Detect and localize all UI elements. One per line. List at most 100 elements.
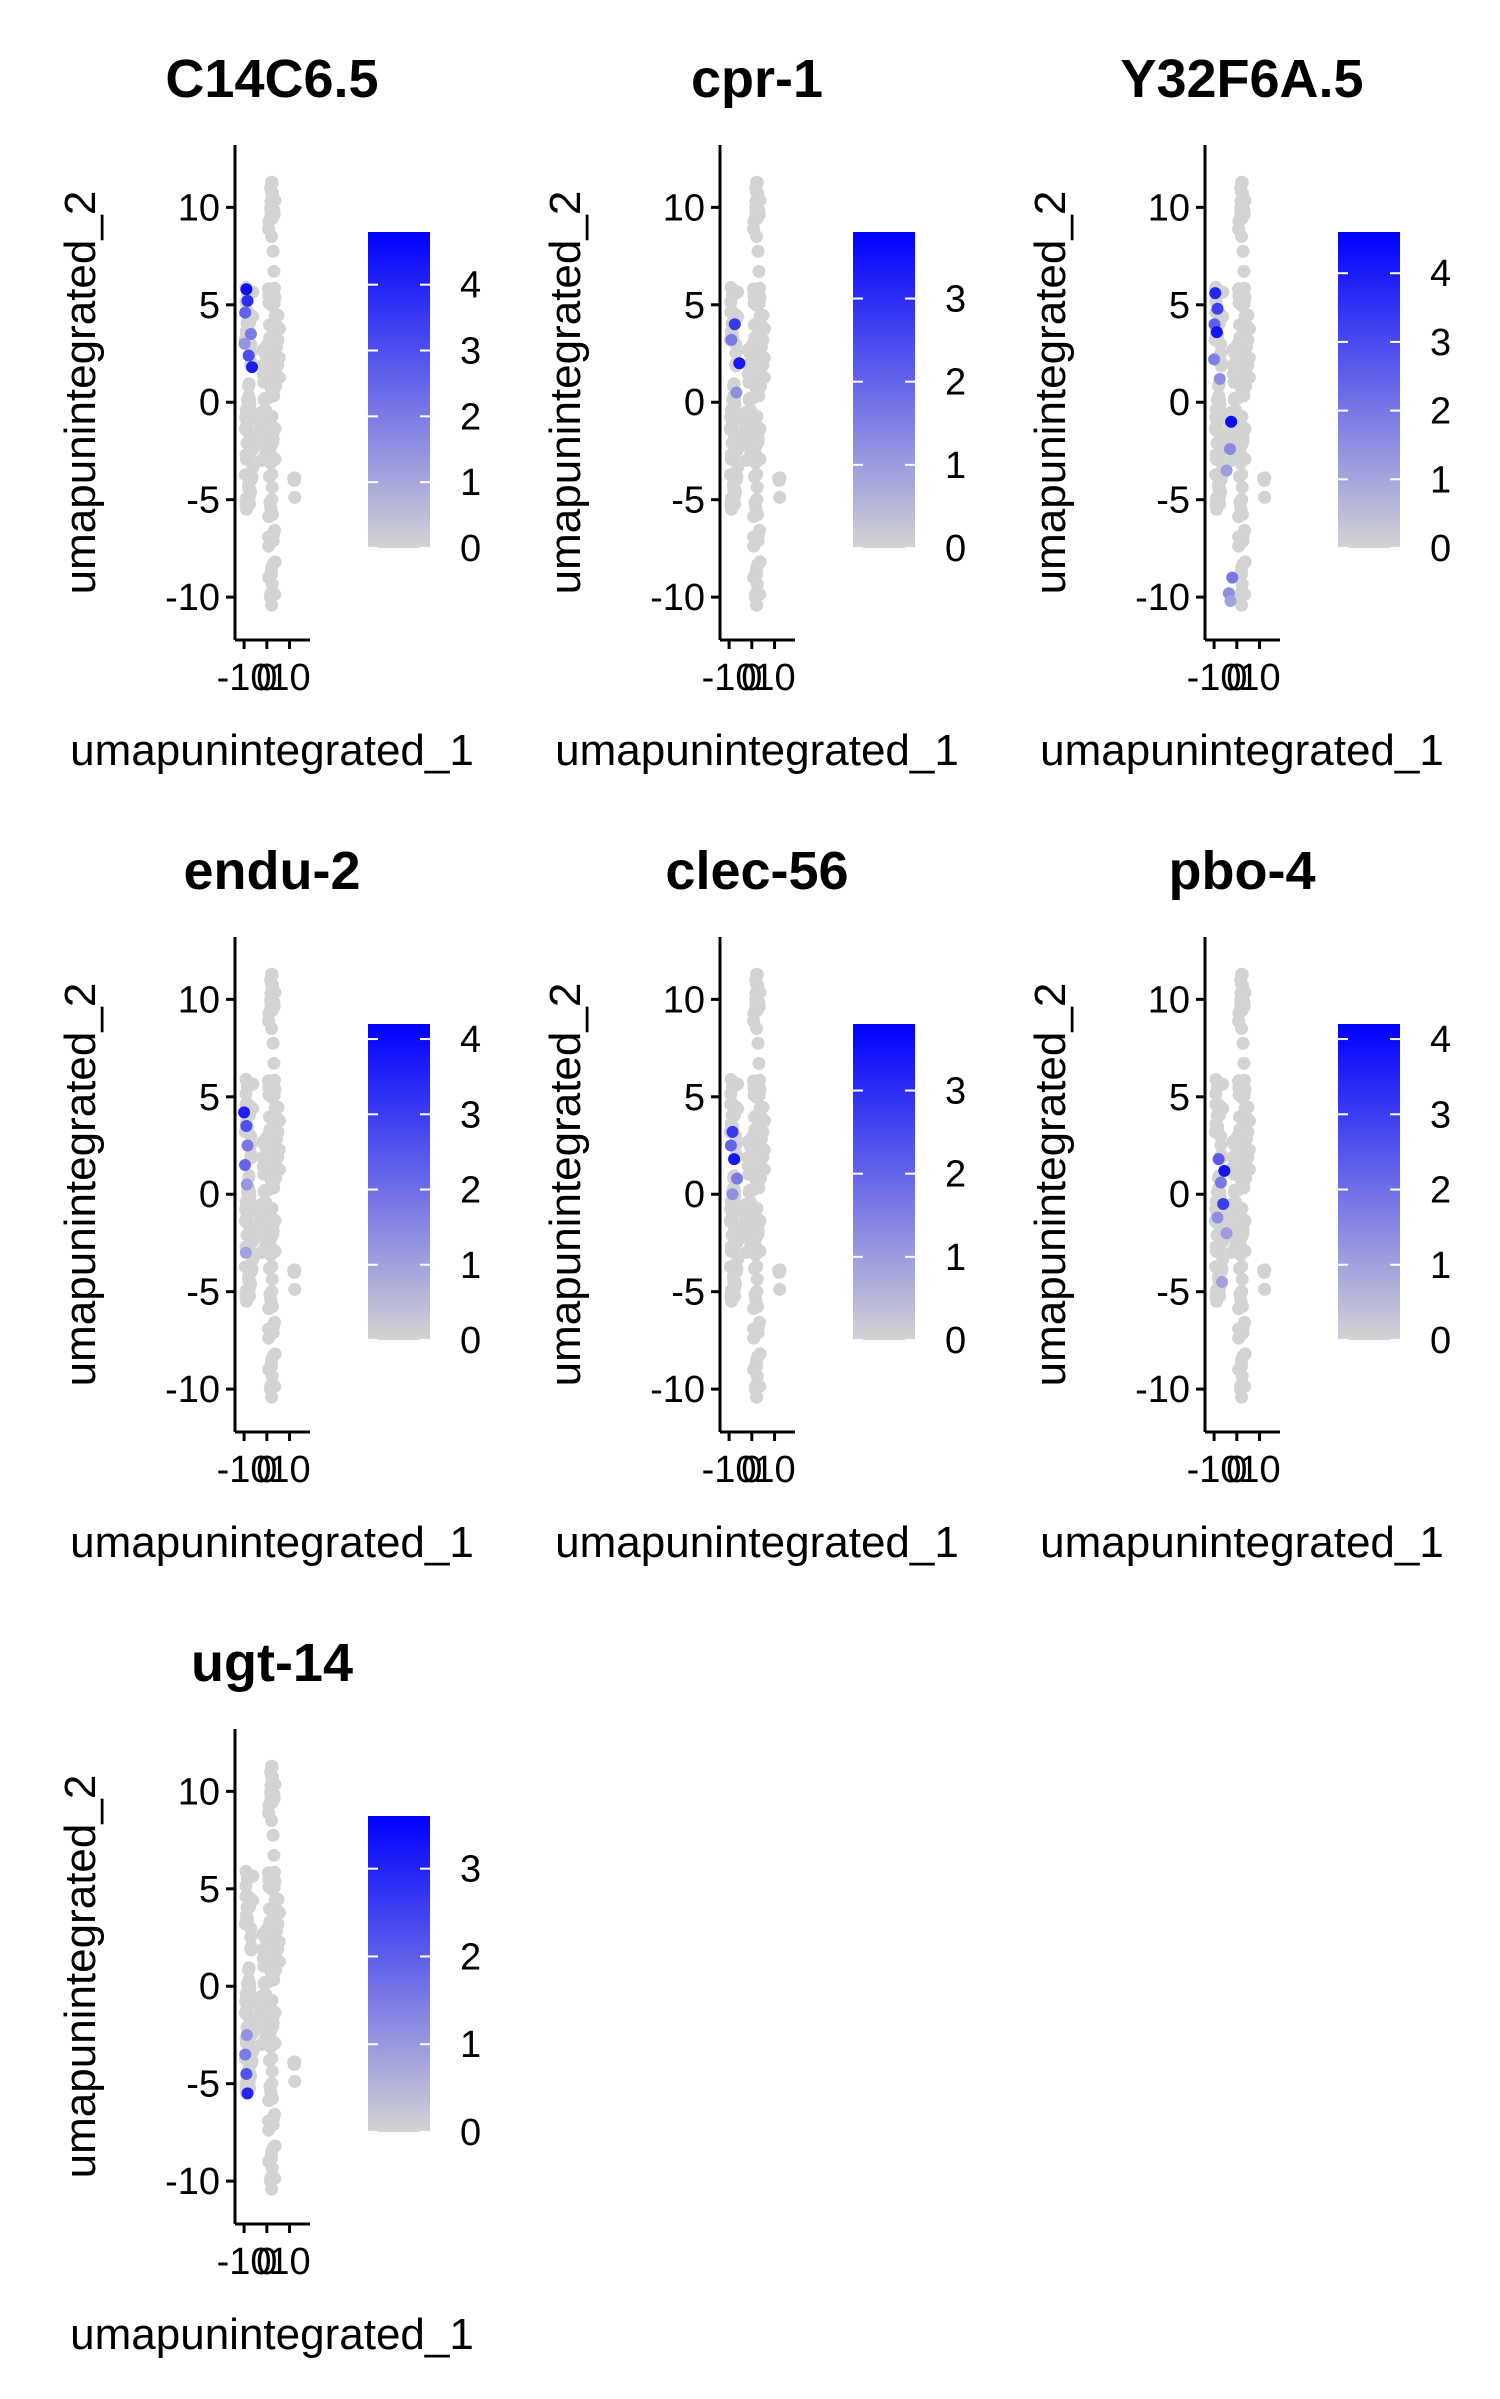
colorbar-label: 3 xyxy=(945,1071,966,1113)
colorbar-label: 1 xyxy=(1430,459,1451,501)
cell-point xyxy=(244,1943,258,1957)
cell-point xyxy=(258,1927,272,1941)
cell-point xyxy=(242,379,256,393)
y-axis-label: umapunintegrated_2 xyxy=(1026,983,1075,1387)
y-tick-label: 0 xyxy=(199,1966,220,2008)
cell-point xyxy=(288,2055,302,2069)
cell-point xyxy=(724,423,738,437)
expressing-point xyxy=(728,1153,741,1166)
expressing-point xyxy=(1224,595,1237,608)
expressing-point xyxy=(724,1139,737,1152)
cell-point xyxy=(265,1813,279,1827)
cell-point xyxy=(750,533,764,547)
cell-point xyxy=(267,995,281,1009)
colorbar-label: 0 xyxy=(945,528,966,570)
cell-point xyxy=(266,557,280,571)
cell-point xyxy=(265,533,279,547)
cell-point xyxy=(288,490,302,504)
cell-point xyxy=(755,1111,769,1125)
cell-point xyxy=(747,1088,761,1102)
cell-point xyxy=(265,2161,279,2175)
cell-point xyxy=(725,436,739,450)
cell-point xyxy=(1230,424,1244,438)
colorbar-label: 2 xyxy=(1430,391,1451,433)
cell-point xyxy=(254,1229,268,1243)
cell-point xyxy=(752,995,766,1009)
cell-point xyxy=(1235,533,1249,547)
y-tick-label: 5 xyxy=(684,1077,705,1119)
cell-point xyxy=(239,1072,253,1086)
cell-point xyxy=(1235,1325,1249,1339)
cell-point xyxy=(1235,1021,1249,1035)
cell-point xyxy=(1210,502,1224,516)
cell-point xyxy=(1233,495,1247,509)
cell-point xyxy=(267,1056,281,1070)
y-tick-label: -10 xyxy=(165,1369,220,1411)
cell-point xyxy=(272,1955,286,1969)
x-tick-label: 0 xyxy=(256,2241,277,2283)
cell-point xyxy=(240,436,254,450)
y-tick-label: 0 xyxy=(1169,1174,1190,1216)
y-tick-label: 10 xyxy=(1148,187,1190,229)
y-tick-label: 5 xyxy=(1169,1077,1190,1119)
cell-point xyxy=(751,244,765,258)
colorbar-label: 3 xyxy=(460,1094,481,1136)
colorbar xyxy=(368,1024,430,1340)
cell-point xyxy=(263,1287,277,1301)
cell-point xyxy=(750,1259,764,1273)
cell-point xyxy=(260,1216,274,1230)
y-tick-label: 5 xyxy=(1169,285,1190,327)
x-tick-label: 0 xyxy=(1226,657,1247,699)
y-tick-label: 10 xyxy=(663,187,705,229)
cell-point xyxy=(750,1272,764,1286)
cell-point xyxy=(752,1056,766,1070)
expressing-cells xyxy=(238,283,259,374)
expressing-point xyxy=(731,1172,744,1185)
cell-point xyxy=(270,1111,284,1125)
x-tick-label: -10 xyxy=(1187,1449,1242,1491)
colorbar-label: 2 xyxy=(945,362,966,404)
cell-point xyxy=(751,1036,765,1050)
cell-point xyxy=(1258,471,1272,485)
colorbar-label: 4 xyxy=(1430,1019,1451,1061)
cell-point xyxy=(257,1185,271,1199)
colorbar xyxy=(1338,232,1400,548)
cell-point xyxy=(1212,409,1226,423)
x-axis-label: umapunintegrated_1 xyxy=(70,2310,474,2359)
cell-point xyxy=(272,371,286,385)
y-tick-label: 10 xyxy=(663,979,705,1021)
cell-point xyxy=(742,393,756,407)
cell-point xyxy=(750,1325,764,1339)
expressing-cells xyxy=(1211,1153,1233,1288)
expressing-point xyxy=(242,349,255,362)
cell-point xyxy=(750,1369,764,1383)
cell-point xyxy=(240,1228,254,1242)
y-tick-label: -5 xyxy=(186,1272,220,1314)
cell-point xyxy=(268,1379,282,1393)
cell-point xyxy=(259,1987,273,2001)
x-tick-label: 0 xyxy=(741,657,762,699)
x-tick-label: -10 xyxy=(1187,657,1242,699)
expressing-point xyxy=(239,1246,252,1259)
x-axis-label: umapunintegrated_1 xyxy=(555,726,959,775)
x-tick-label: 10 xyxy=(268,2241,310,2283)
cell-point xyxy=(1210,1185,1224,1199)
cell-point xyxy=(1211,478,1225,492)
cell-point xyxy=(741,367,755,381)
cell-point xyxy=(262,1880,276,1894)
y-axis-label: umapunintegrated_2 xyxy=(1026,191,1075,595)
cell-point xyxy=(239,423,253,437)
cell-point xyxy=(750,480,764,494)
cell-point xyxy=(241,478,255,492)
cell-point xyxy=(1212,1108,1226,1122)
colorbar xyxy=(853,232,915,548)
cell-point xyxy=(1237,1056,1251,1070)
y-tick-label: -10 xyxy=(165,577,220,619)
cell-point xyxy=(257,1977,271,1991)
cell-point xyxy=(266,1828,280,1842)
cell-point xyxy=(262,1088,276,1102)
cell-point xyxy=(1210,1228,1224,1242)
cell-point xyxy=(266,2141,280,2155)
cell-point xyxy=(1235,1300,1249,1314)
